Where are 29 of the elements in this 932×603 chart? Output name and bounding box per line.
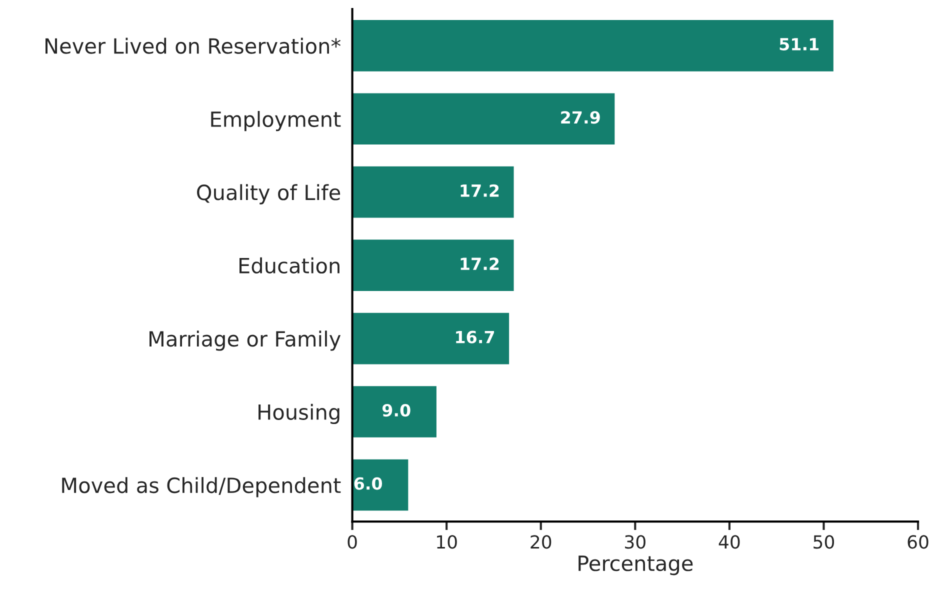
bar [352,18,835,73]
data-label: 6.0 [354,477,382,490]
data-label: 16.7 [456,330,494,344]
data-label: 17.2 [460,258,499,270]
x-tick-label: 60 [908,535,928,549]
y-tick-label: Housing [258,404,340,424]
y-tick-label: Never Lived on Reservation* [46,38,341,54]
data-label: 27.9 [561,111,600,124]
data-label: 51.1 [780,38,819,50]
y-tick-label: Education [240,257,340,274]
bar [352,384,438,439]
data-label: 17.2 [460,184,499,197]
x-tick-label: 10 [437,535,457,549]
x-tick-label: 50 [814,535,834,549]
x-tick-label: 30 [625,535,646,549]
x-axis-title: Percentage [578,556,693,576]
x-tick-label: 0 [348,535,357,549]
y-tick-label: Quality of Life [197,184,340,204]
bar [352,311,510,366]
y-tick-label: Marriage or Family [150,330,341,351]
bar [352,458,410,512]
data-label: 9.0 [382,404,410,417]
x-tick-label: 40 [718,535,740,549]
y-tick-label: Moved as Child/Dependent [62,477,341,498]
bar [352,92,616,146]
bar [352,238,516,292]
bar [352,165,516,220]
x-tick-label: 20 [530,535,552,549]
y-tick-label: Employment [211,110,341,132]
